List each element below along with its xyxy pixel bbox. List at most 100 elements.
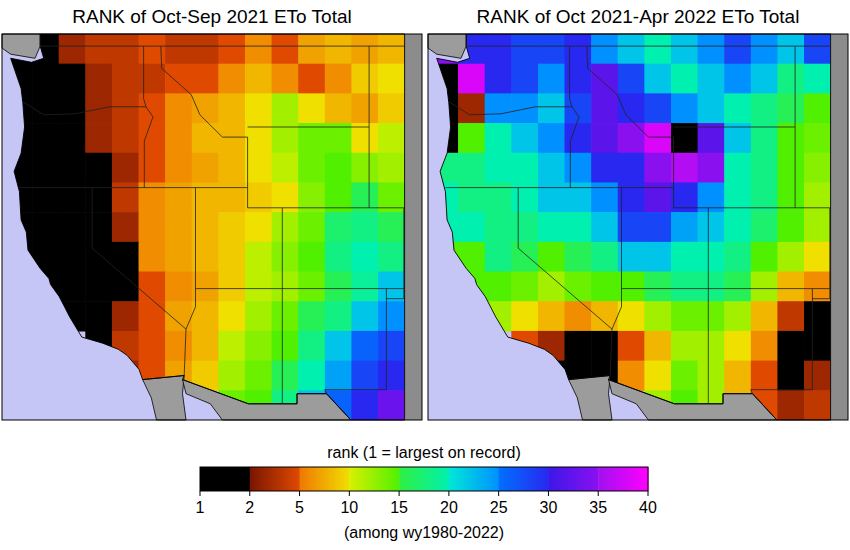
cell (591, 34, 618, 64)
coastline (11, 34, 405, 420)
coastline (437, 34, 831, 420)
cell (192, 34, 219, 64)
cell (618, 93, 645, 123)
state-border (282, 208, 283, 404)
cell (245, 123, 272, 153)
colorbar-tick (598, 491, 599, 496)
cell (112, 93, 139, 123)
cell (32, 153, 59, 183)
cell (351, 153, 378, 183)
cell (378, 272, 405, 302)
cell (85, 212, 112, 242)
state-border (184, 188, 195, 376)
cell (777, 301, 804, 331)
colorbar-sublabel: (among wy1980-2022) (344, 524, 504, 541)
canada (428, 34, 466, 58)
colorbar-segment (399, 467, 449, 491)
cell (804, 212, 831, 242)
cell (272, 242, 299, 272)
cell (298, 123, 325, 153)
cell (245, 242, 272, 272)
cell (85, 93, 112, 123)
cell (378, 212, 405, 242)
cell (351, 182, 378, 212)
cell (378, 123, 405, 153)
colorbar-tick (548, 491, 549, 496)
colorbar-tick (299, 491, 300, 496)
cell (192, 93, 219, 123)
cell (644, 272, 671, 302)
ocean (2, 34, 422, 420)
figure: RANK of Oct-Sep 2021 ETo TotalRANK of Oc… (0, 0, 850, 550)
cell (272, 331, 299, 361)
cell (85, 153, 112, 183)
cell (272, 361, 299, 391)
cell (112, 123, 139, 153)
cell (245, 182, 272, 212)
cell (591, 272, 618, 302)
panel-frame (428, 34, 848, 420)
cell (458, 64, 485, 94)
cell (511, 272, 538, 302)
cell (804, 390, 831, 420)
colorbar-tick (448, 491, 449, 496)
cell (218, 123, 245, 153)
colorbar-tick (249, 491, 250, 496)
cell (378, 153, 405, 183)
colorbar-tick (399, 491, 400, 496)
cell (485, 64, 512, 94)
mexico (609, 380, 777, 420)
cell (192, 331, 219, 361)
cell (59, 153, 86, 183)
cell (165, 212, 192, 242)
cell (804, 123, 831, 153)
cell (165, 331, 192, 361)
state-border (518, 188, 612, 330)
cell (751, 242, 778, 272)
cell (724, 212, 751, 242)
cell (351, 93, 378, 123)
cell (32, 182, 59, 212)
cell (32, 212, 59, 242)
cell (139, 301, 166, 331)
cell (644, 34, 671, 64)
cell (112, 272, 139, 302)
cell (485, 301, 512, 331)
cell (139, 182, 166, 212)
cell (59, 93, 86, 123)
cell (565, 153, 592, 183)
cell (565, 272, 592, 302)
colorbar-tick-label: 2 (245, 499, 254, 516)
cell (538, 153, 565, 183)
cell (351, 242, 378, 272)
cell (85, 301, 112, 331)
cell (777, 331, 804, 361)
cell (644, 212, 671, 242)
cell (218, 272, 245, 302)
no-data-strip (831, 34, 848, 420)
cell (458, 212, 485, 242)
cell (485, 34, 512, 64)
cell (751, 93, 778, 123)
cell (751, 361, 778, 391)
colorbar-tick-label: 10 (340, 499, 358, 516)
cell (5, 123, 32, 153)
cell (511, 123, 538, 153)
cell (565, 301, 592, 331)
cell (351, 361, 378, 391)
cell (378, 361, 405, 391)
state-border (369, 46, 370, 208)
cell (777, 272, 804, 302)
cell (698, 272, 725, 302)
cell (32, 64, 59, 94)
cell (431, 64, 458, 94)
cell (32, 272, 59, 302)
cell (85, 242, 112, 272)
cell (5, 212, 32, 242)
colorbar-segment (300, 467, 350, 491)
mexico (183, 380, 351, 420)
cell (777, 64, 804, 94)
cell (511, 34, 538, 64)
cell (351, 301, 378, 331)
cell (245, 301, 272, 331)
